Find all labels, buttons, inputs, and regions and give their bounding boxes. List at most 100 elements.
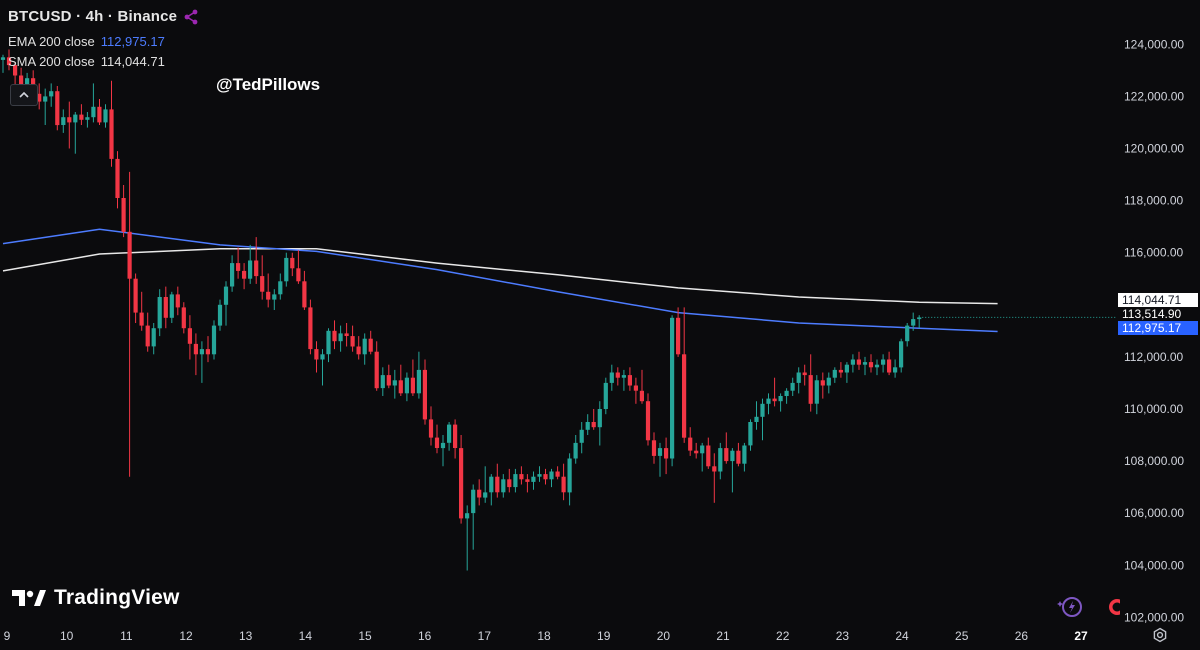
candle <box>712 453 717 503</box>
symbol-title[interactable]: BTCUSD · 4h · Binance <box>8 8 178 25</box>
price-tick-label: 118,000.00 <box>1124 194 1183 208</box>
candle-body <box>13 65 18 76</box>
time-axis[interactable]: 9 10 11 12 13 14 15 16 17 18 19 20 21 22 23 24 25 26 27 <box>4 629 1088 643</box>
moving-average-layer <box>2 228 998 333</box>
candle-body <box>495 476 500 493</box>
candle <box>639 369 644 404</box>
candle-body <box>501 479 506 493</box>
candle-body <box>416 369 421 394</box>
lightning-assistant-icon[interactable] <box>1056 595 1084 619</box>
candle <box>736 442 741 467</box>
candle <box>483 466 488 503</box>
tradingview-logo[interactable]: TradingView <box>12 586 180 610</box>
candle <box>549 468 554 488</box>
candle-body <box>591 422 596 428</box>
price-tick-label: 110,000.00 <box>1124 402 1183 416</box>
candle-body <box>893 367 898 373</box>
candle <box>236 247 241 279</box>
candle <box>645 393 651 446</box>
candle-body <box>434 437 440 448</box>
candle <box>326 328 331 363</box>
candle-body <box>163 297 168 318</box>
candle-body <box>266 291 271 300</box>
candle <box>0 54 6 73</box>
candle-body <box>199 349 204 355</box>
candle <box>838 362 843 378</box>
candle-body <box>911 319 916 326</box>
candle-body <box>356 346 361 355</box>
candle <box>73 112 78 154</box>
candle <box>121 185 126 238</box>
candle-body <box>838 369 843 373</box>
candle <box>748 419 753 451</box>
candle-body <box>585 422 590 430</box>
collapse-legend-button[interactable] <box>10 84 38 106</box>
candle <box>814 375 819 415</box>
candle-body <box>115 158 120 198</box>
candle <box>37 83 42 110</box>
candle-body <box>133 278 138 313</box>
candle <box>302 270 307 310</box>
candle <box>97 99 102 125</box>
tradingview-mark-icon <box>12 590 46 606</box>
ema-price-label: 112,975.17 <box>1118 321 1198 335</box>
candle-body <box>0 57 6 60</box>
candle <box>694 442 699 459</box>
candle <box>163 286 168 329</box>
chart-legend: BTCUSD · 4h · Binance EMA 200 close 112,9… <box>8 8 199 69</box>
candle-body <box>248 260 253 279</box>
time-tick-label: 10 <box>60 629 74 643</box>
candle <box>905 323 910 347</box>
candle <box>139 291 144 331</box>
candle-body <box>308 307 313 350</box>
candle <box>832 367 837 383</box>
candle-body <box>302 281 307 308</box>
candle-body <box>362 338 367 355</box>
candle-body <box>85 117 90 120</box>
candle-body <box>73 114 78 123</box>
sma-label: SMA 200 close <box>8 54 95 69</box>
candle <box>350 325 355 352</box>
candle <box>217 299 223 331</box>
candle <box>621 369 626 391</box>
candle <box>688 427 693 456</box>
candle-body <box>326 330 331 355</box>
settings-gear-icon[interactable] <box>1152 627 1168 643</box>
share-nodes-icon[interactable] <box>183 9 199 25</box>
candle <box>682 307 687 443</box>
candle-body <box>887 359 892 373</box>
candle-body <box>609 372 614 383</box>
candle <box>157 289 162 337</box>
price-tick-label: 102,000.00 <box>1124 610 1184 624</box>
candle-body <box>55 91 60 126</box>
time-tick-label: 16 <box>418 629 432 643</box>
time-tick-label: 17 <box>478 629 492 643</box>
candle-body <box>917 317 922 320</box>
candle-body <box>694 450 699 454</box>
candle <box>856 351 861 370</box>
candle-body <box>826 377 831 386</box>
candle-body <box>519 474 524 480</box>
candle-body <box>392 380 397 386</box>
tradingview-wordmark: TradingView <box>54 586 180 609</box>
candle-body <box>706 445 711 467</box>
candle <box>874 359 880 376</box>
candle-body <box>290 257 295 269</box>
candle-body <box>633 385 638 391</box>
candle-body <box>670 317 675 459</box>
candle <box>899 338 904 373</box>
candle-body <box>43 96 48 102</box>
flag-badge-icon[interactable] <box>1106 596 1120 618</box>
ema-legend-row[interactable]: EMA 200 close 112,975.17 <box>8 34 199 49</box>
candle-body <box>754 416 759 422</box>
candle-body <box>814 380 819 404</box>
candle <box>465 505 470 571</box>
candle-body <box>567 458 572 493</box>
candle <box>103 104 108 128</box>
sma-legend-row[interactable]: SMA 200 close 114,044.71 <box>8 54 199 69</box>
candle-body <box>175 294 180 308</box>
candle <box>440 435 446 467</box>
candle <box>151 323 156 355</box>
candle-body <box>543 474 548 480</box>
